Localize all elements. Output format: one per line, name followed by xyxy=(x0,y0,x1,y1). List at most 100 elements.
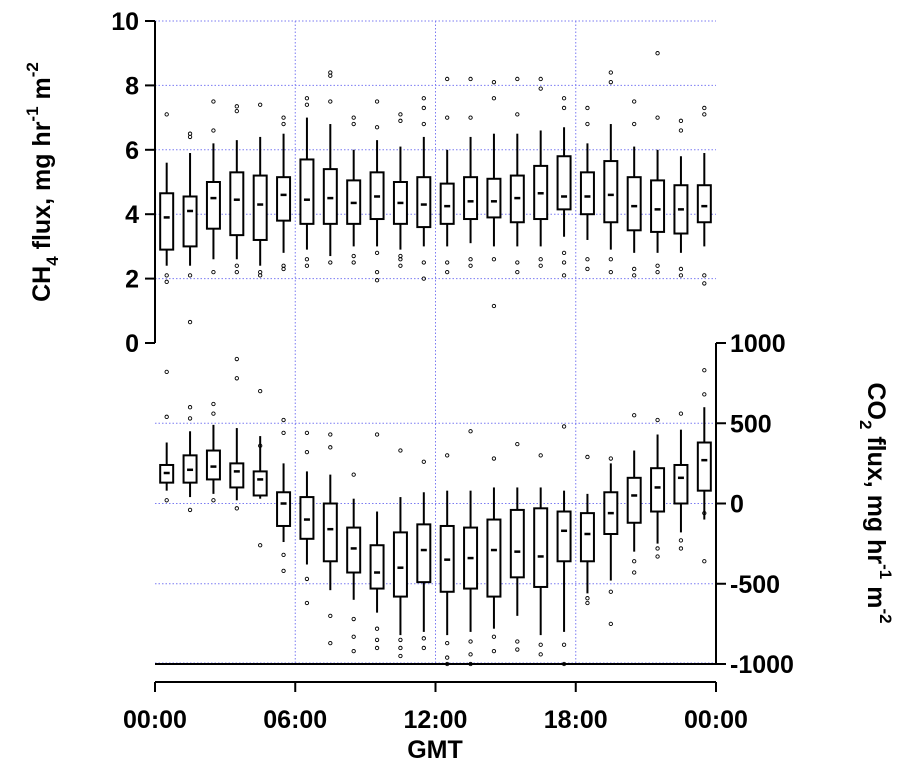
ch4-outlier xyxy=(234,109,239,114)
ch4-outlier xyxy=(398,118,403,123)
ch4-box xyxy=(463,76,479,268)
ch4-box xyxy=(673,118,689,278)
co2-outlier xyxy=(374,645,380,651)
ch4-outlier xyxy=(468,263,473,268)
co2-iqr-box xyxy=(626,476,642,524)
ch4-outlier xyxy=(374,270,380,275)
ch4-outlier xyxy=(491,80,497,85)
co2-outlier xyxy=(234,376,239,381)
co2-box xyxy=(159,369,175,503)
co2-outlier xyxy=(538,453,543,458)
ch4-iqr-box xyxy=(626,176,642,232)
ch4-outlier xyxy=(491,257,497,262)
co2-outlier xyxy=(258,543,263,548)
ch4-outlier xyxy=(561,260,567,265)
ch4-outlier xyxy=(398,257,403,262)
co2-iqr-box xyxy=(696,441,712,492)
ch4-outlier xyxy=(608,257,613,262)
ch4-outlier xyxy=(655,115,660,120)
co2-outlier xyxy=(351,472,356,477)
co2-iqr-box xyxy=(556,510,572,563)
co2-outlier xyxy=(304,600,310,606)
co2-outlier xyxy=(281,430,286,436)
co2-outlier xyxy=(351,634,356,639)
co2-box xyxy=(322,432,338,646)
ch4-outlier xyxy=(421,260,426,265)
ch4-outlier xyxy=(164,112,169,117)
co2-y-axis-title: CO2 flux, mg hr-1 m-2 xyxy=(856,382,895,623)
ch4-outlier xyxy=(678,118,684,123)
ch4-y-tick-label: 8 xyxy=(125,72,139,100)
co2-outlier xyxy=(585,454,590,460)
co2-box xyxy=(205,401,221,503)
co2-outlier xyxy=(608,589,613,594)
ch4-y-tick-label: 4 xyxy=(125,201,139,229)
co2-outlier xyxy=(328,640,333,646)
ch4-outlier xyxy=(702,105,707,111)
co2-iqr-box xyxy=(486,518,502,598)
co2-outlier xyxy=(702,559,707,564)
ch4-outlier xyxy=(538,86,543,91)
co2-outlier xyxy=(398,645,403,651)
co2-outlier xyxy=(561,661,567,667)
ch4-box xyxy=(346,115,362,265)
ch4-iqr-box xyxy=(486,177,502,219)
co2-iqr-box xyxy=(650,467,666,513)
co2-box xyxy=(509,441,525,652)
ch4-outlier xyxy=(608,80,613,85)
co2-box xyxy=(276,417,292,574)
co2-iqr-box xyxy=(276,491,292,527)
ch4-outlier xyxy=(211,270,216,275)
co2-outlier xyxy=(328,613,333,618)
ch4-outlier xyxy=(515,76,520,82)
ch4-iqr-box xyxy=(182,195,198,248)
co2-outlier xyxy=(187,416,193,421)
ch4-outlier xyxy=(304,263,310,268)
ch4-outlier xyxy=(281,115,286,120)
co2-iqr-box xyxy=(322,502,338,563)
co2-outlier xyxy=(632,413,637,418)
co2-outlier xyxy=(702,510,707,516)
ch4-outlier xyxy=(585,105,590,111)
co2-outlier xyxy=(187,405,193,410)
co2-box xyxy=(486,456,502,654)
co2-outlier xyxy=(258,388,263,394)
ch4-outlier xyxy=(374,278,380,283)
ch4-box xyxy=(229,104,245,275)
ch4-outlier xyxy=(398,112,403,117)
co2-label-sub: 2 xyxy=(856,420,875,429)
ch4-outlier xyxy=(211,99,216,104)
co2-outlier xyxy=(351,616,356,622)
ch4-box xyxy=(159,112,175,284)
ch4-outlier xyxy=(234,263,239,268)
co2-iqr-box xyxy=(673,463,689,505)
ch4-outlier xyxy=(538,257,543,262)
ch4-outlier xyxy=(515,260,520,265)
co2-outlier xyxy=(702,368,707,373)
co2-outlier xyxy=(445,640,450,646)
co2-outlier xyxy=(678,546,684,551)
co2-outlier xyxy=(281,417,286,423)
ch4-outlier xyxy=(164,279,169,284)
ch4-outlier xyxy=(281,266,286,272)
ch4-outlier xyxy=(445,115,450,120)
co2-outlier xyxy=(515,441,520,447)
ch4-label-sup2: -2 xyxy=(23,62,42,77)
ch4-outlier xyxy=(678,128,684,133)
ch4-y-tick-label: 6 xyxy=(125,137,139,165)
co2-outlier xyxy=(281,568,286,574)
co2-outlier xyxy=(468,429,473,434)
co2-outlier xyxy=(678,411,684,416)
co2-outlier xyxy=(398,653,403,659)
co2-outlier xyxy=(328,432,333,437)
ch4-iqr-box xyxy=(229,171,245,237)
ch4-outlier xyxy=(702,273,707,278)
ch4-box xyxy=(392,112,408,268)
ch4-y-ticks: 0 2 4 6 8 10 xyxy=(111,8,155,358)
co2-outlier xyxy=(515,647,520,652)
ch4-box xyxy=(322,70,338,265)
co2-outlier xyxy=(234,506,239,511)
co2-outlier xyxy=(211,401,216,407)
ch4-label-sup1: -1 xyxy=(23,106,42,121)
